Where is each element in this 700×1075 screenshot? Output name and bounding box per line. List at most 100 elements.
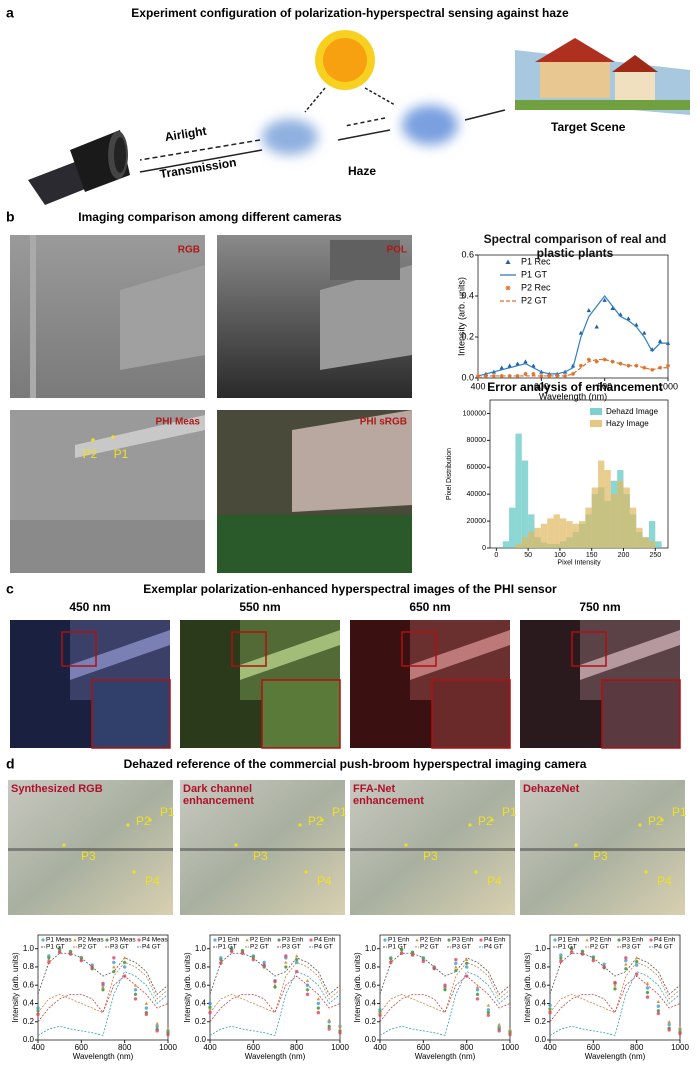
x-tick-label: 400	[470, 381, 485, 391]
x-tick-label: 50	[524, 552, 532, 559]
legend-label: P1 GT	[218, 944, 237, 951]
marker	[505, 285, 511, 291]
x-tick-label: 100	[554, 552, 566, 559]
line	[549, 975, 681, 1022]
marker	[112, 969, 116, 974]
point-marker	[234, 843, 238, 847]
marker	[578, 363, 583, 368]
line	[549, 971, 681, 1036]
y-axis-label: Intensity (arb. units)	[523, 952, 532, 1023]
marker	[569, 946, 574, 951]
legend-label: P2 GT	[250, 944, 269, 951]
marker	[68, 952, 73, 956]
point-label: P3	[423, 849, 438, 863]
marker	[284, 960, 288, 964]
marker	[642, 365, 647, 370]
marker	[415, 938, 419, 942]
y-axis-label: Intensity (arb. units)	[183, 952, 192, 1023]
marker	[624, 958, 628, 963]
marker	[531, 371, 536, 376]
bar	[540, 523, 548, 548]
marker	[454, 957, 458, 962]
marker	[240, 948, 245, 953]
y-tick-label: 0.4	[535, 999, 547, 1008]
wavelength-label: 750 nm	[579, 600, 620, 614]
marker	[432, 966, 436, 970]
point-marker	[468, 823, 472, 827]
marker	[383, 938, 387, 942]
marker	[101, 988, 105, 992]
marker	[642, 330, 647, 335]
x-tick-label: 150	[586, 552, 598, 559]
x-tick-label: 600	[75, 1043, 89, 1052]
line	[37, 961, 169, 1014]
legend-swatch	[590, 408, 602, 415]
legend-label: P3 GT	[110, 944, 129, 951]
marker	[57, 950, 62, 955]
legend-label: P2 GT	[420, 944, 439, 951]
marker	[678, 1030, 682, 1034]
point-label: P4	[487, 874, 502, 888]
y-tick-label: 0.0	[195, 1035, 207, 1044]
haze-cloud	[402, 105, 458, 145]
panel-label: b	[6, 209, 15, 225]
y-tick-label: 0.6	[461, 249, 474, 259]
marker	[656, 1009, 661, 1013]
marker	[47, 956, 51, 960]
marker	[634, 963, 639, 967]
bar	[629, 507, 637, 548]
line	[209, 971, 341, 1036]
point-label: P2	[648, 814, 663, 828]
marker	[144, 1012, 149, 1017]
y-tick-label: 0.4	[23, 999, 35, 1008]
x-tick-label: 0	[494, 552, 498, 559]
point-label: P2	[136, 814, 151, 828]
marker	[464, 974, 469, 978]
image-label: RGB	[178, 245, 200, 256]
marker	[399, 951, 404, 955]
legend-label: P1 Enh	[388, 937, 410, 944]
y-tick-label: 0.2	[195, 1017, 207, 1026]
point-label: P1	[332, 805, 347, 819]
marker	[634, 959, 639, 964]
marker	[389, 957, 393, 961]
marker	[305, 983, 310, 987]
y-tick-label: 0.4	[195, 999, 207, 1008]
marker	[36, 1006, 40, 1010]
bar	[534, 527, 541, 548]
marker	[144, 1010, 149, 1015]
marker	[245, 938, 249, 942]
image-pol	[217, 235, 412, 398]
marker	[443, 988, 447, 992]
line	[477, 358, 668, 379]
marker	[559, 953, 563, 957]
line	[379, 961, 511, 1014]
marker	[486, 1003, 491, 1007]
image-label: PHI Meas	[156, 417, 201, 428]
y-tick-label: 0.0	[365, 1035, 377, 1044]
marker	[656, 999, 661, 1004]
y-tick-label: 0.6	[23, 980, 35, 989]
image-hsi	[180, 780, 345, 915]
plot-frame	[379, 934, 511, 1041]
marker	[594, 359, 599, 364]
marker	[41, 938, 45, 942]
marker	[586, 357, 591, 362]
point-label: P1	[114, 447, 129, 461]
marker	[122, 974, 127, 978]
y-tick-label: 0.6	[535, 980, 547, 989]
marker	[591, 956, 596, 960]
marker	[79, 956, 84, 960]
marker	[389, 960, 393, 965]
y-tick-label: 0.2	[461, 331, 474, 341]
bar	[521, 537, 529, 548]
plot-frame	[209, 934, 341, 1041]
x-axis-label: Wavelength (nm)	[73, 1052, 134, 1061]
point-marker	[126, 823, 130, 827]
marker	[678, 1031, 682, 1036]
bar	[585, 507, 592, 548]
marker	[90, 967, 94, 971]
plot-frame	[37, 934, 169, 1041]
bar	[515, 433, 522, 548]
